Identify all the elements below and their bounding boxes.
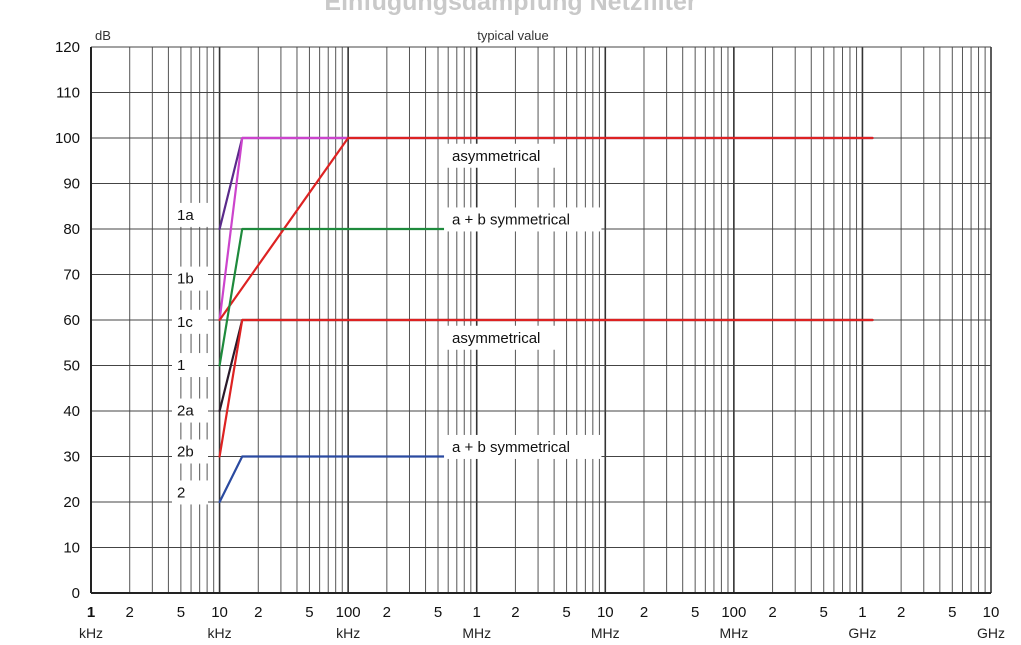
series-layer bbox=[218, 136, 874, 504]
x-tick-label: 1 bbox=[473, 604, 481, 621]
x-tick-label: 2 bbox=[511, 604, 519, 621]
y-tick-label: 70 bbox=[63, 267, 80, 284]
y-tick-label: 0 bbox=[72, 585, 80, 602]
x-tick-label: 100 bbox=[336, 604, 361, 621]
y-tick-label: 50 bbox=[63, 358, 80, 375]
label-layer: asymmetrical a + b symmetrical asymmetrica… bbox=[172, 143, 602, 505]
x-tick-label: 5 bbox=[177, 604, 185, 621]
series-line-1b bbox=[218, 136, 350, 322]
x-tick-unit: kHz bbox=[208, 625, 232, 641]
annotation-label: a + b symmetrical bbox=[452, 439, 570, 456]
x-tick-unit: MHz bbox=[591, 625, 620, 641]
x-tick-label: 10 bbox=[983, 604, 1000, 621]
x-tick-unit: MHz bbox=[462, 625, 491, 641]
y-tick-label: 60 bbox=[63, 312, 80, 329]
curve-label-background bbox=[172, 202, 208, 227]
series-line-1c bbox=[218, 136, 874, 322]
curve-label: 2a bbox=[177, 403, 194, 420]
x-tick-unit: kHz bbox=[79, 625, 103, 641]
curve-label: 1b bbox=[177, 271, 194, 288]
x-tick-unit: kHz bbox=[336, 625, 360, 641]
x-tick-unit: MHz bbox=[719, 625, 748, 641]
x-tick-label: 10 bbox=[597, 604, 614, 621]
x-tick-label: 5 bbox=[562, 604, 570, 621]
x-tick-label: 1 bbox=[858, 604, 866, 621]
curve-label-background bbox=[172, 266, 208, 291]
x-tick-label: 5 bbox=[948, 604, 956, 621]
x-tick-label: 5 bbox=[820, 604, 828, 621]
y-tick-label: 100 bbox=[55, 130, 80, 147]
y-tick-label: 10 bbox=[63, 540, 80, 557]
chart-title: Einfügungsdämpfung Netzfilter bbox=[324, 0, 697, 16]
annotation-background bbox=[444, 325, 561, 350]
y-tick-label: 120 bbox=[55, 39, 80, 56]
y-tick-label: 80 bbox=[63, 221, 80, 238]
x-tick-label: 1 bbox=[87, 604, 95, 621]
curve-label: 1 bbox=[177, 357, 185, 374]
y-tick-label: 40 bbox=[63, 403, 80, 420]
curve-label: 2b bbox=[177, 444, 194, 461]
y-axis-unit: dB bbox=[95, 28, 111, 43]
annotation-label: asymmetrical bbox=[452, 148, 540, 165]
x-tick-label: 100 bbox=[721, 604, 746, 621]
annotation-background bbox=[444, 143, 561, 168]
series-line-2 bbox=[218, 455, 478, 504]
x-tick-label: 2 bbox=[254, 604, 262, 621]
chart-subtitle: typical value bbox=[477, 28, 549, 43]
series-line-1 bbox=[218, 227, 478, 367]
curve-label-background bbox=[172, 309, 208, 334]
series-line-2b bbox=[218, 318, 874, 458]
curve-label-background bbox=[172, 480, 208, 505]
x-tick-label: 5 bbox=[434, 604, 442, 621]
x-tick-unit: GHz bbox=[977, 625, 1005, 641]
x-tick-label: 10 bbox=[211, 604, 228, 621]
annotation-background bbox=[444, 434, 602, 459]
curve-label: 2 bbox=[177, 484, 185, 501]
y-tick-label: 30 bbox=[63, 449, 80, 466]
annotation-background bbox=[444, 207, 602, 232]
x-tick-label: 2 bbox=[126, 604, 134, 621]
x-tick-label: 2 bbox=[383, 604, 391, 621]
x-tick-label: 2 bbox=[768, 604, 776, 621]
annotation-label: a + b symmetrical bbox=[452, 211, 570, 228]
x-tick-label: 5 bbox=[691, 604, 699, 621]
y-tick-label: 110 bbox=[56, 85, 80, 102]
curve-label: 1a bbox=[177, 207, 194, 224]
curve-label-background bbox=[172, 353, 208, 378]
x-tick-label: 5 bbox=[305, 604, 313, 621]
y-tick-label: 20 bbox=[63, 494, 80, 511]
annotation-label: asymmetrical bbox=[452, 330, 540, 347]
curve-label-background bbox=[172, 439, 208, 464]
x-tick-label: 2 bbox=[897, 604, 905, 621]
curve-label-background bbox=[172, 398, 208, 423]
y-tick-label: 90 bbox=[63, 176, 80, 193]
x-tick-unit: GHz bbox=[848, 625, 876, 641]
x-tick-label: 2 bbox=[640, 604, 648, 621]
curve-label: 1c bbox=[177, 314, 193, 331]
